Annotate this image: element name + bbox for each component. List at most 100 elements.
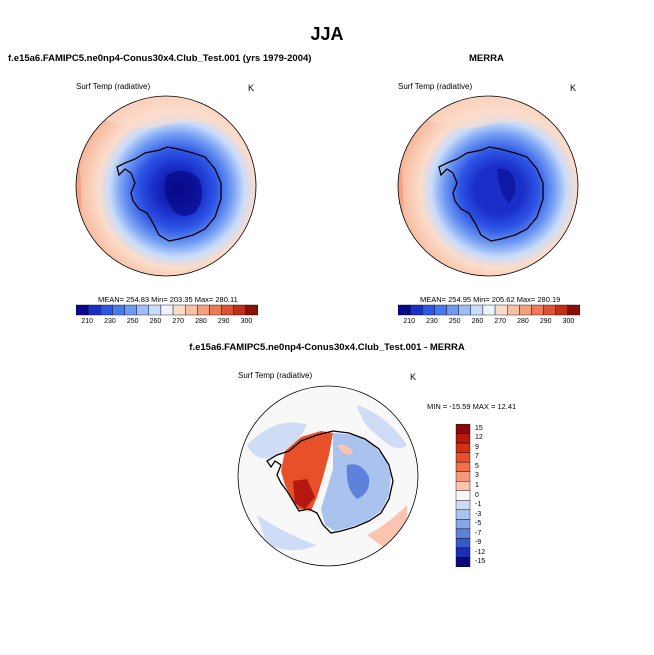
colorbar-tick-label: 210 [81,318,94,325]
colorbar-swatch [455,547,471,558]
panel2-stats: MEAN= 254.95 Min= 205.62 Max= 280.19 [420,295,561,304]
panel3-colorbar [455,424,471,567]
panel2-colorbar-ticks: 210 230 250 260 270 280 290 300 [398,318,580,328]
colorbar-tick-label: 270 [172,318,185,325]
colorbar-tick-label: -3 [475,510,482,518]
colorbar-swatch [197,304,210,316]
panel2-map [397,95,579,277]
panel3-map-frame [237,385,419,567]
colorbar-swatch [482,304,496,316]
colorbar-swatch [398,304,411,316]
colorbar-swatch [543,304,556,316]
colorbar-tick-label: 290 [539,318,552,325]
colorbar-tick-label: -1 [475,501,482,509]
panel1-colorbar-ticks: 210 230 250 260 270 280 290 300 [76,318,258,328]
panel3-title: f.e15a6.FAMIPC5.ne0np4-Conus30x4.Club_Te… [189,342,465,353]
panel2-antarctica-outline [438,146,544,242]
colorbar-tick-label: 260 [149,318,162,325]
colorbar-tick-label: -15 [475,558,486,566]
colorbar-swatch [455,557,471,567]
panel3-stats: MIN = -15.59 MAX = 12.41 [427,402,517,411]
panel1-map-frame [75,95,257,277]
colorbar-swatch [455,433,471,444]
panel1-title: f.e15a6.FAMIPC5.ne0np4-Conus30x4.Club_Te… [8,53,312,64]
panel3-variable-label: Surf Temp (radiative) [238,371,313,380]
colorbar-swatch [100,304,113,316]
colorbar-tick-label: 280 [517,318,529,325]
colorbar-swatch [455,528,471,539]
colorbar-tick-label: 230 [104,318,116,325]
colorbar-swatch [494,304,508,316]
colorbar-tick-label: 1 [475,481,479,489]
colorbar-swatch [87,304,101,316]
colorbar-swatch [455,424,471,434]
panel2-variable-label: Surf Temp (radiative) [398,82,473,91]
panel3-map [237,385,419,567]
colorbar-tick-label: 9 [475,443,479,451]
colorbar-swatch [112,304,125,316]
colorbar-swatch [245,304,258,316]
colorbar-swatch [148,304,162,316]
colorbar-tick-label: -5 [475,520,482,528]
colorbar-tick-label: 230 [426,318,438,325]
colorbar-tick-label: 250 [126,318,139,325]
panel1-units: K [248,83,255,93]
panel2-units: K [570,83,577,93]
colorbar-swatch [455,471,471,482]
colorbar-swatch [455,481,471,491]
colorbar-swatch [184,304,198,316]
colorbar-swatch [446,304,459,316]
colorbar-tick-label: 250 [448,318,461,325]
colorbar-tick-label: 12 [475,434,483,442]
colorbar-swatch [567,304,580,316]
colorbar-swatch [455,490,471,501]
colorbar-swatch [455,461,471,472]
colorbar-swatch [470,304,484,316]
colorbar-swatch [409,304,423,316]
colorbar-swatch [455,452,471,463]
colorbar-tick-label: 300 [240,318,253,325]
panel2-colorbar [398,304,580,316]
panel1-variable-label: Surf Temp (radiative) [76,82,151,91]
colorbar-swatch [124,304,137,316]
colorbar-swatch [455,519,471,530]
colorbar-tick-label: 260 [471,318,484,325]
panel3-antarctica-outline [266,430,394,534]
colorbar-swatch [422,304,435,316]
colorbar-swatch [455,500,471,511]
panel1-stats: MEAN= 254.83 Min= 203.35 Max= 280.11 [98,295,238,304]
panel2-title: MERRA [469,53,504,64]
colorbar-swatch [136,304,150,316]
panel1-map [75,95,257,277]
colorbar-swatch [506,304,520,316]
colorbar-tick-label: 15 [475,424,483,432]
colorbar-tick-label: -12 [475,548,486,556]
panel3-units: K [410,372,417,382]
colorbar-swatch [519,304,532,316]
colorbar-swatch [160,304,174,316]
colorbar-swatch [555,304,569,316]
colorbar-swatch [455,509,471,520]
colorbar-tick-label: 300 [562,318,575,325]
colorbar-tick-label: 270 [494,318,507,325]
colorbar-tick-label: -9 [475,539,482,547]
colorbar-tick-label: 0 [475,491,479,499]
colorbar-tick-label: -7 [475,529,482,537]
colorbar-swatch [455,442,471,453]
colorbar-swatch [455,538,471,549]
colorbar-swatch [233,304,247,316]
colorbar-tick-label: 7 [475,453,479,461]
panel1-antarctica-outline [116,146,222,242]
colorbar-tick-label: 5 [475,462,479,470]
colorbar-swatch [531,304,544,316]
colorbar-swatch [209,304,222,316]
colorbar-tick-label: 3 [475,472,479,480]
colorbar-swatch [458,304,472,316]
colorbar-tick-label: 210 [403,318,416,325]
panel1-colorbar [76,304,258,316]
colorbar-swatch [434,304,447,316]
panel2-map-frame [397,95,579,277]
colorbar-swatch [172,304,186,316]
colorbar-tick-label: 290 [217,318,230,325]
main-title: JJA [310,24,344,44]
